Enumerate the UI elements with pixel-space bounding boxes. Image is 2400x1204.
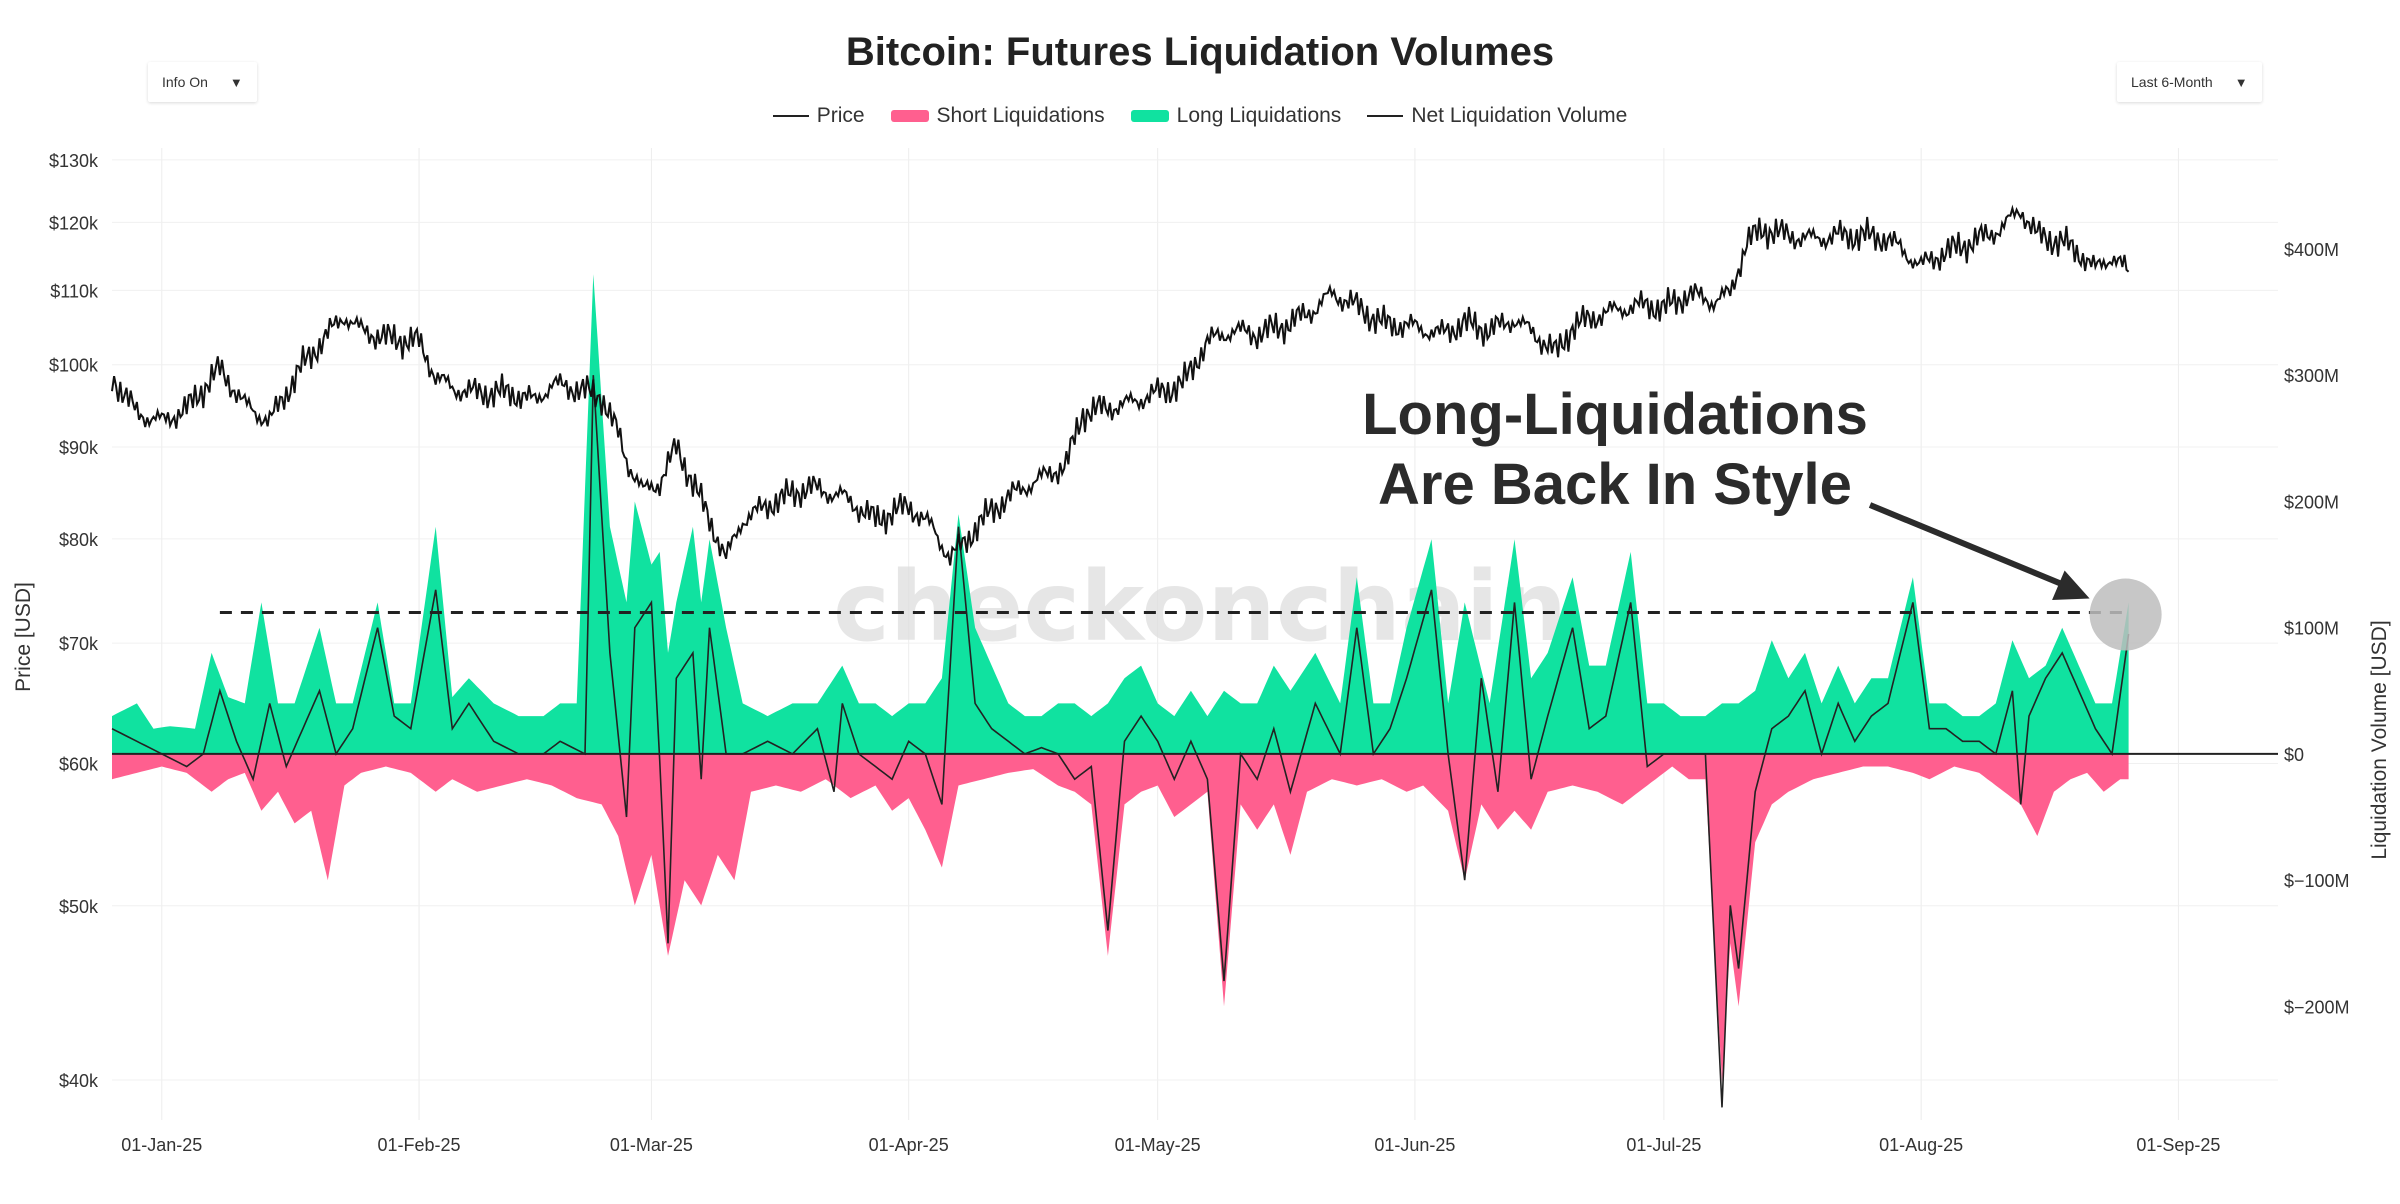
annotation-line-1: Long-Liquidations	[1362, 382, 1868, 447]
left-tick-label: $50k	[59, 897, 99, 917]
legend-label-price: Price	[816, 104, 865, 127]
info-toggle-dropdown[interactable]: Info On ▼	[148, 62, 257, 102]
annotation-arrow	[1868, 502, 2079, 594]
range-selector-label: Last 6-Month	[2131, 74, 2213, 90]
legend-swatch-long	[1130, 110, 1169, 122]
left-tick-label: $130k	[49, 151, 99, 171]
x-tick-label: 01-Feb-25	[378, 1135, 461, 1155]
left-tick-label: $90k	[59, 438, 99, 458]
chart-annotation: Long-Liquidations Are Back In Style	[1290, 380, 1940, 520]
left-tick-label: $70k	[59, 634, 99, 654]
right-tick-label: $−200M	[2284, 997, 2350, 1017]
left-tick-label: $110k	[50, 281, 99, 301]
legend-label-short: Short Liquidations	[936, 104, 1105, 127]
legend-label-net: Net Liquidation Volume	[1411, 104, 1628, 127]
chart-legend: Price Short Liquidations Long Liquidatio…	[0, 104, 2400, 128]
right-axis-ticks: $400M $300M $200M $100M $0 $−100M $−200M	[2284, 240, 2350, 1017]
legend-item-long-liquidations[interactable]: Long Liquidations	[1130, 104, 1342, 128]
short-liquidations-area	[112, 753, 2129, 1083]
left-tick-label: $120k	[49, 213, 99, 233]
range-selector-dropdown[interactable]: Last 6-Month ▼	[2117, 62, 2262, 102]
left-tick-label: $80k	[59, 530, 99, 550]
watermark: checkonchain	[833, 551, 1567, 663]
annotation-line-2: Are Back In Style	[1378, 452, 1852, 517]
legend-item-price[interactable]: Price	[772, 104, 865, 128]
legend-item-short-liquidations[interactable]: Short Liquidations	[890, 104, 1105, 128]
legend-item-net-volume[interactable]: Net Liquidation Volume	[1367, 104, 1627, 128]
x-tick-label: 01-May-25	[1115, 1135, 1201, 1155]
left-axis-ticks: $130k $120k $110k $100k $90k $80k $70k $60k $50k…	[49, 151, 99, 1091]
legend-label-long: Long Liquidations	[1176, 104, 1342, 127]
x-tick-label: 01-Apr-25	[869, 1135, 949, 1155]
legend-swatch-price	[772, 115, 809, 117]
right-tick-label: $300M	[2284, 366, 2339, 386]
right-tick-label: $100M	[2284, 619, 2339, 639]
chart-title: Bitcoin: Futures Liquidation Volumes	[845, 30, 1555, 74]
x-tick-label: 01-Jan-25	[121, 1135, 202, 1155]
left-tick-label: $40k	[59, 1071, 99, 1091]
annotation-arrow-head	[2052, 570, 2090, 600]
x-axis-ticks: 01-Jan-25 01-Feb-25 01-Mar-25 01-Apr-25 01-M…	[121, 1135, 2220, 1155]
info-toggle-label: Info On	[162, 74, 208, 90]
chevron-down-icon: ▼	[229, 74, 243, 90]
legend-swatch-net	[1367, 115, 1404, 117]
left-tick-label: $60k	[59, 754, 99, 774]
left-tick-label: $100k	[49, 356, 99, 376]
highlight-marker	[2089, 578, 2162, 651]
right-tick-label: $400M	[2284, 240, 2339, 260]
right-tick-label: $−100M	[2284, 871, 2350, 891]
x-tick-label: 01-Jun-25	[1374, 1135, 1455, 1155]
x-tick-label: 01-Aug-25	[1879, 1135, 1963, 1155]
legend-swatch-short	[890, 110, 929, 122]
right-tick-label: $200M	[2284, 492, 2339, 512]
right-axis-label: Liquidation Volume [USD]	[2368, 620, 2391, 859]
left-axis-label: Price [USD]	[12, 582, 35, 692]
x-tick-label: 01-Mar-25	[610, 1135, 693, 1155]
price-line	[111, 204, 2130, 566]
net-liquidation-line	[111, 375, 2130, 1108]
right-tick-label: $0	[2284, 745, 2304, 765]
x-tick-label: 01-Sep-25	[2136, 1135, 2220, 1155]
chevron-down-icon: ▼	[2234, 74, 2248, 90]
x-tick-label: 01-Jul-25	[1626, 1135, 1701, 1155]
